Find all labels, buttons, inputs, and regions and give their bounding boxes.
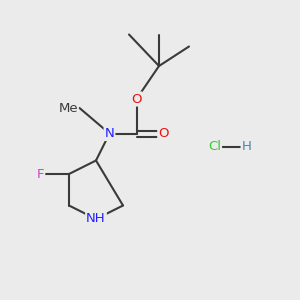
Text: Me: Me <box>58 101 78 115</box>
Text: F: F <box>37 167 44 181</box>
Text: NH: NH <box>86 212 106 226</box>
Text: O: O <box>131 92 142 106</box>
Text: N: N <box>105 127 114 140</box>
Text: O: O <box>158 127 169 140</box>
Text: Cl: Cl <box>208 140 221 154</box>
Text: H: H <box>242 140 251 154</box>
